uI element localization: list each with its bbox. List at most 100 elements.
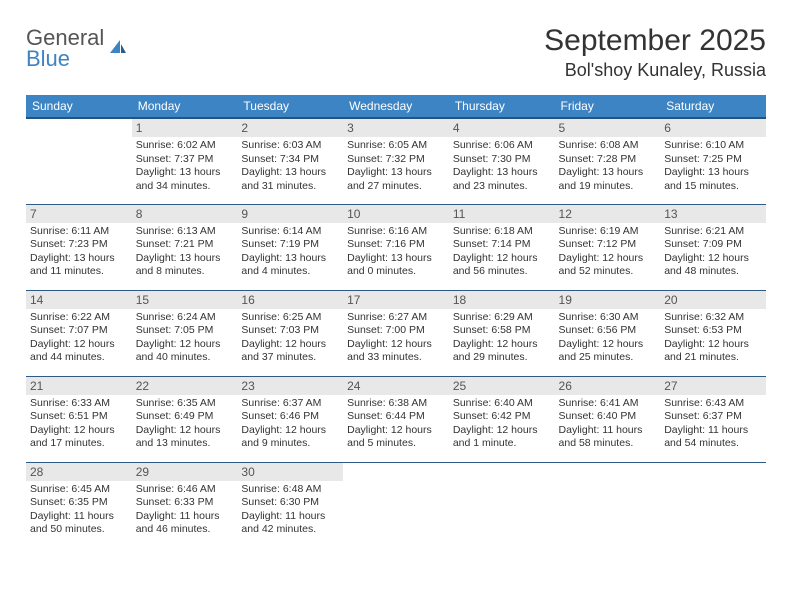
- brand-text: General Blue: [26, 28, 104, 70]
- sunrise-line: Sunrise: 6:27 AM: [347, 311, 445, 324]
- sunset-line: Sunset: 6:37 PM: [664, 410, 762, 423]
- day-details: Sunrise: 6:27 AMSunset: 7:00 PMDaylight:…: [343, 309, 449, 369]
- calendar-day-empty: [343, 462, 449, 542]
- sunset-line: Sunset: 7:30 PM: [453, 153, 551, 166]
- sunset-line: Sunset: 7:25 PM: [664, 153, 762, 166]
- sunset-line: Sunset: 7:16 PM: [347, 238, 445, 251]
- calendar-day: 20Sunrise: 6:32 AMSunset: 6:53 PMDayligh…: [660, 290, 766, 376]
- daylight-line: Daylight: 12 hours and 9 minutes.: [241, 424, 339, 451]
- day-details: Sunrise: 6:10 AMSunset: 7:25 PMDaylight:…: [660, 137, 766, 197]
- calendar-day: 21Sunrise: 6:33 AMSunset: 6:51 PMDayligh…: [26, 376, 132, 462]
- day-details: Sunrise: 6:21 AMSunset: 7:09 PMDaylight:…: [660, 223, 766, 283]
- calendar-day: 5Sunrise: 6:08 AMSunset: 7:28 PMDaylight…: [555, 118, 661, 204]
- day-details: Sunrise: 6:29 AMSunset: 6:58 PMDaylight:…: [449, 309, 555, 369]
- daylight-line: Daylight: 13 hours and 23 minutes.: [453, 166, 551, 193]
- calendar-week: 28 Sunrise: 6:45 AMSunset: 6:35 PM Dayligh…: [26, 462, 766, 542]
- calendar-day: 23 Sunrise: 6:37 AMSunset: 6:46 PMDayligh…: [237, 376, 343, 462]
- sunrise-line: Sunrise: 6:03 AM: [241, 139, 339, 152]
- day-details: Sunrise: 6:11 AMSunset: 7:23 PMDaylight:…: [26, 223, 132, 283]
- day-number: 15: [132, 291, 238, 309]
- calendar-day: 9Sunrise: 6:14 AMSunset: 7:19 PMDaylight…: [237, 204, 343, 290]
- weekday-header: Friday: [555, 95, 661, 118]
- sunrise-line: Sunrise: 6:10 AM: [664, 139, 762, 152]
- calendar-day: 13Sunrise: 6:21 AMSunset: 7:09 PMDayligh…: [660, 204, 766, 290]
- sunrise-line: Sunrise: 6:38 AM: [347, 397, 445, 410]
- sunset-line: Sunset: 7:05 PM: [136, 324, 234, 337]
- sunrise-line: Sunrise: 6:45 AM: [30, 483, 128, 496]
- sunrise-line: Sunrise: 6:14 AM: [241, 225, 339, 238]
- sunset-line: Sunset: 6:46 PM: [241, 410, 339, 423]
- day-number: 24: [343, 377, 449, 395]
- day-number: 23: [237, 377, 343, 395]
- day-number: 10: [343, 205, 449, 223]
- day-number: 14: [26, 291, 132, 309]
- sunrise-line: Sunrise: 6:35 AM: [136, 397, 234, 410]
- sunset-line: Sunset: 6:49 PM: [136, 410, 234, 423]
- sunrise-line: Sunrise: 6:11 AM: [30, 225, 128, 238]
- daylight-line: Daylight: 12 hours and 1 minute.: [453, 424, 551, 451]
- daylight-line: Daylight: 13 hours and 4 minutes.: [241, 252, 339, 279]
- day-number: 28: [26, 463, 132, 481]
- sunset-line: Sunset: 6:30 PM: [241, 496, 339, 509]
- sunset-line: Sunset: 6:40 PM: [559, 410, 657, 423]
- sunrise-line: Sunrise: 6:16 AM: [347, 225, 445, 238]
- day-number: 2: [237, 119, 343, 137]
- calendar-table: SundayMondayTuesdayWednesdayThursdayFrid…: [26, 95, 766, 542]
- sunrise-line: Sunrise: 6:43 AM: [664, 397, 762, 410]
- daylight-line: Daylight: 13 hours and 11 minutes.: [30, 252, 128, 279]
- sunrise-line: Sunrise: 6:13 AM: [136, 225, 234, 238]
- calendar-day: 3Sunrise: 6:05 AMSunset: 7:32 PMDaylight…: [343, 118, 449, 204]
- daylight-line: Daylight: 11 hours and 46 minutes.: [136, 510, 234, 537]
- day-number: 22: [132, 377, 238, 395]
- calendar-day: 16Sunrise: 6:25 AMSunset: 7:03 PMDayligh…: [237, 290, 343, 376]
- daylight-line: Daylight: 11 hours and 42 minutes.: [241, 510, 339, 537]
- calendar-week: 1Sunrise: 6:02 AMSunset: 7:37 PMDaylight…: [26, 118, 766, 204]
- calendar-day: 25Sunrise: 6:40 AMSunset: 6:42 PMDayligh…: [449, 376, 555, 462]
- brand-sail-icon: [108, 38, 128, 58]
- day-number: 25: [449, 377, 555, 395]
- day-number: 29: [132, 463, 238, 481]
- day-details: Sunrise: 6:25 AMSunset: 7:03 PMDaylight:…: [237, 309, 343, 369]
- calendar-day: 7Sunrise: 6:11 AMSunset: 7:23 PMDaylight…: [26, 204, 132, 290]
- sunset-line: Sunset: 7:12 PM: [559, 238, 657, 251]
- sunrise-line: Sunrise: 6:41 AM: [559, 397, 657, 410]
- sunrise-line: Sunrise: 6:22 AM: [30, 311, 128, 324]
- sunrise-line: Sunrise: 6:19 AM: [559, 225, 657, 238]
- daylight-line: Daylight: 11 hours and 54 minutes.: [664, 424, 762, 451]
- calendar-page: General Blue September 2025 Bol'shoy Kun…: [0, 0, 792, 562]
- day-details: Sunrise: 6:32 AMSunset: 6:53 PMDaylight:…: [660, 309, 766, 369]
- calendar-day: 26Sunrise: 6:41 AMSunset: 6:40 PMDayligh…: [555, 376, 661, 462]
- daylight-line: Daylight: 12 hours and 37 minutes.: [241, 338, 339, 365]
- calendar-day: 15Sunrise: 6:24 AMSunset: 7:05 PMDayligh…: [132, 290, 238, 376]
- day-number: 18: [449, 291, 555, 309]
- daylight-line: Daylight: 12 hours and 48 minutes.: [664, 252, 762, 279]
- calendar-body: 1Sunrise: 6:02 AMSunset: 7:37 PMDaylight…: [26, 118, 766, 542]
- day-number: 27: [660, 377, 766, 395]
- calendar-day: 30Sunrise: 6:48 AMSunset: 6:30 PMDayligh…: [237, 462, 343, 542]
- day-details: Sunrise: 6:16 AMSunset: 7:16 PMDaylight:…: [343, 223, 449, 283]
- daylight-line: Daylight: 12 hours and 56 minutes.: [453, 252, 551, 279]
- daylight-line: Daylight: 13 hours and 19 minutes.: [559, 166, 657, 193]
- sunrise-line: Sunrise: 6:37 AM: [241, 397, 339, 410]
- calendar-week: 21Sunrise: 6:33 AMSunset: 6:51 PMDayligh…: [26, 376, 766, 462]
- weekday-header: Tuesday: [237, 95, 343, 118]
- daylight-line: Daylight: 13 hours and 34 minutes.: [136, 166, 234, 193]
- calendar-day: 29Sunrise: 6:46 AMSunset: 6:33 PMDayligh…: [132, 462, 238, 542]
- sunset-line: Sunset: 7:21 PM: [136, 238, 234, 251]
- calendar-day: 10Sunrise: 6:16 AMSunset: 7:16 PMDayligh…: [343, 204, 449, 290]
- daylight-line: Daylight: 12 hours and 17 minutes.: [30, 424, 128, 451]
- day-details: Sunrise: 6:38 AMSunset: 6:44 PMDaylight:…: [343, 395, 449, 455]
- sunrise-line: Sunrise: 6:48 AM: [241, 483, 339, 496]
- calendar-day-empty: [555, 462, 661, 542]
- day-details: Sunrise: 6:40 AMSunset: 6:42 PMDaylight:…: [449, 395, 555, 455]
- header: General Blue September 2025 Bol'shoy Kun…: [26, 24, 766, 81]
- sunrise-line: Sunrise: 6:24 AM: [136, 311, 234, 324]
- day-details: Sunrise: 6:06 AMSunset: 7:30 PMDaylight:…: [449, 137, 555, 197]
- day-details: Sunrise: 6:43 AMSunset: 6:37 PMDaylight:…: [660, 395, 766, 455]
- calendar-day: 28Sunrise: 6:45 AMSunset: 6:35 PMDayligh…: [26, 462, 132, 542]
- sunset-line: Sunset: 6:35 PM: [30, 496, 128, 509]
- calendar-day-empty: [26, 118, 132, 204]
- day-number: 20: [660, 291, 766, 309]
- daylight-line: Daylight: 11 hours and 58 minutes.: [559, 424, 657, 451]
- calendar-day: 12Sunrise: 6:19 AMSunset: 7:12 PMDayligh…: [555, 204, 661, 290]
